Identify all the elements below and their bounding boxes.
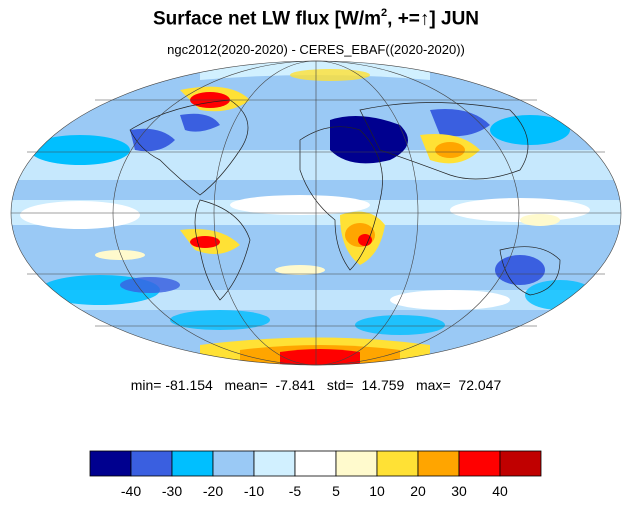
- colorbar-box: [171, 450, 214, 477]
- colorbar-box: [458, 450, 501, 477]
- colorbar-box: [89, 450, 132, 477]
- stat-max: 72.047: [458, 377, 502, 393]
- stat-std-label: std=: [326, 377, 354, 393]
- colorbar-box: [376, 450, 419, 477]
- plot-title: Surface net LW flux [W/m2, +=↑] JUN: [0, 7, 632, 30]
- colorbar-tick-label: -40: [121, 483, 141, 499]
- colorbar-tick-label: -20: [203, 483, 223, 499]
- colorbar-tick-label: 20: [410, 483, 426, 499]
- colorbar-tick-label: 40: [492, 483, 508, 499]
- colorbar-box: [499, 450, 542, 477]
- plot-subtitle: ngc2012(2020-2020) - CERES_EBAF((2020-20…: [167, 42, 465, 57]
- colorbar-box: [130, 450, 173, 477]
- stat-min-label: min=: [130, 377, 162, 393]
- colorbar-tick-label: 10: [369, 483, 385, 499]
- colorbar-box: [335, 450, 378, 477]
- colorbar-box: [417, 450, 460, 477]
- stat-std: 14.759: [361, 377, 405, 393]
- colorbar-tick-label: 5: [332, 483, 340, 499]
- colorbar-tick-label: 30: [451, 483, 467, 499]
- colorbar-tick-label: -30: [162, 483, 182, 499]
- stat-mean-label: mean=: [224, 377, 268, 393]
- title-suffix: , +=↑] JUN: [387, 8, 480, 30]
- stat-mean: -7.841: [275, 377, 316, 393]
- colorbar-tick-label: -5: [289, 483, 302, 499]
- colorbar-box: [212, 450, 255, 477]
- stat-max-label: max=: [416, 377, 451, 393]
- graticule: [10, 60, 622, 366]
- colorbar-tick-label: -10: [244, 483, 264, 499]
- statistics-line: min= -81.154 mean= -7.841 std= 14.759 ma…: [0, 377, 632, 393]
- coastlines: [129, 99, 561, 301]
- colorbar-box: [253, 450, 296, 477]
- world-map: [10, 60, 622, 366]
- colorbar-box: [294, 450, 337, 477]
- title-prefix: Surface net LW flux [W/m: [152, 8, 382, 30]
- title-superscript: 2: [381, 7, 388, 19]
- stat-min: -81.154: [165, 377, 213, 393]
